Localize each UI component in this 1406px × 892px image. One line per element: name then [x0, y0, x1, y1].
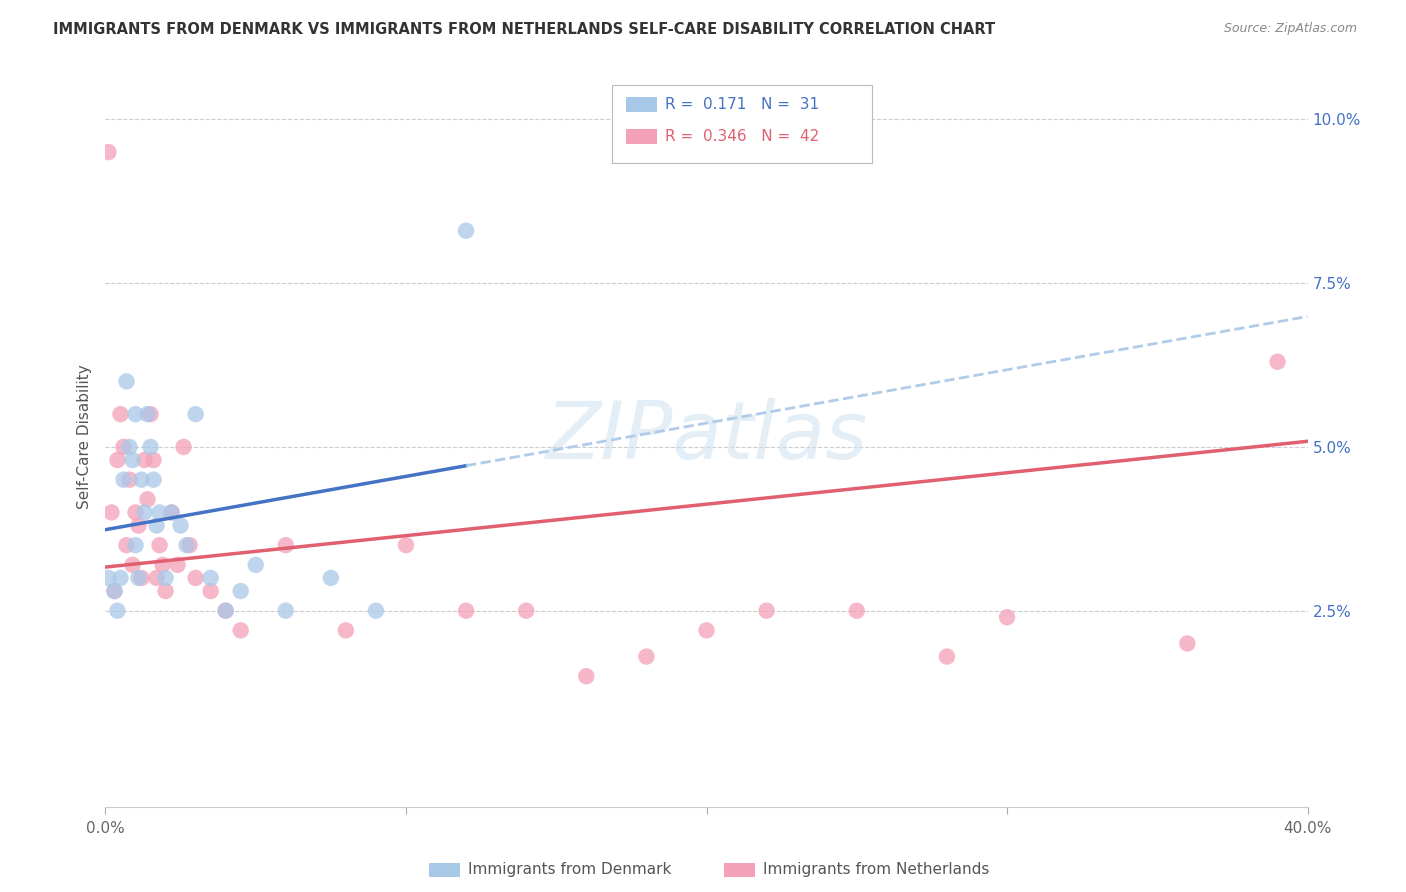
- Point: [200, 584, 222, 599]
- Point: [134, 453, 156, 467]
- Point: [107, 604, 129, 618]
- Point: [155, 571, 177, 585]
- Point: [173, 440, 195, 454]
- Point: [755, 604, 778, 618]
- Text: R =  0.346   N =  42: R = 0.346 N = 42: [665, 129, 820, 144]
- Point: [575, 669, 598, 683]
- Point: [936, 649, 959, 664]
- Point: [103, 584, 125, 599]
- Point: [131, 571, 153, 585]
- Point: [131, 473, 153, 487]
- Point: [214, 604, 236, 618]
- Point: [139, 407, 162, 421]
- Point: [395, 538, 418, 552]
- Point: [121, 558, 143, 572]
- Point: [184, 407, 207, 421]
- Point: [110, 407, 132, 421]
- Point: [274, 604, 297, 618]
- Point: [124, 505, 146, 519]
- Point: [128, 571, 150, 585]
- Point: [128, 518, 150, 533]
- Point: [100, 505, 122, 519]
- Point: [245, 558, 267, 572]
- Point: [118, 473, 141, 487]
- Point: [179, 538, 201, 552]
- Point: [136, 407, 159, 421]
- Point: [112, 473, 135, 487]
- Point: [636, 649, 658, 664]
- Point: [134, 505, 156, 519]
- Point: [142, 473, 165, 487]
- Point: [110, 571, 132, 585]
- Point: [97, 571, 120, 585]
- Point: [124, 407, 146, 421]
- Point: [1175, 636, 1198, 650]
- Point: [274, 538, 297, 552]
- Point: [124, 538, 146, 552]
- Point: [142, 453, 165, 467]
- Point: [145, 518, 167, 533]
- Point: [166, 558, 188, 572]
- Point: [103, 584, 125, 599]
- Text: R =  0.171   N =  31: R = 0.171 N = 31: [665, 97, 820, 112]
- Point: [160, 505, 183, 519]
- Point: [184, 571, 207, 585]
- Point: [115, 538, 138, 552]
- Point: [139, 440, 162, 454]
- Point: [160, 505, 183, 519]
- Point: [515, 604, 537, 618]
- Point: [696, 624, 718, 638]
- Point: [1267, 355, 1289, 369]
- Text: ZIPatlas: ZIPatlas: [546, 398, 868, 476]
- Point: [229, 584, 252, 599]
- Point: [454, 604, 477, 618]
- Point: [112, 440, 135, 454]
- Point: [121, 453, 143, 467]
- Point: [319, 571, 342, 585]
- Point: [148, 538, 170, 552]
- Point: [845, 604, 868, 618]
- Point: [115, 375, 138, 389]
- Point: [136, 492, 159, 507]
- Point: [335, 624, 357, 638]
- Point: [107, 453, 129, 467]
- Y-axis label: Self-Care Disability: Self-Care Disability: [76, 365, 91, 509]
- Text: Source: ZipAtlas.com: Source: ZipAtlas.com: [1223, 22, 1357, 36]
- Point: [148, 505, 170, 519]
- Point: [214, 604, 236, 618]
- Text: Immigrants from Denmark: Immigrants from Denmark: [468, 863, 672, 877]
- Point: [169, 518, 191, 533]
- Point: [995, 610, 1018, 624]
- Point: [364, 604, 387, 618]
- Point: [176, 538, 198, 552]
- Point: [152, 558, 174, 572]
- Text: Immigrants from Netherlands: Immigrants from Netherlands: [763, 863, 990, 877]
- Point: [155, 584, 177, 599]
- Point: [145, 571, 167, 585]
- Text: IMMIGRANTS FROM DENMARK VS IMMIGRANTS FROM NETHERLANDS SELF-CARE DISABILITY CORR: IMMIGRANTS FROM DENMARK VS IMMIGRANTS FR…: [53, 22, 995, 37]
- Point: [229, 624, 252, 638]
- Point: [118, 440, 141, 454]
- Point: [97, 145, 120, 159]
- Point: [454, 224, 477, 238]
- Point: [200, 571, 222, 585]
